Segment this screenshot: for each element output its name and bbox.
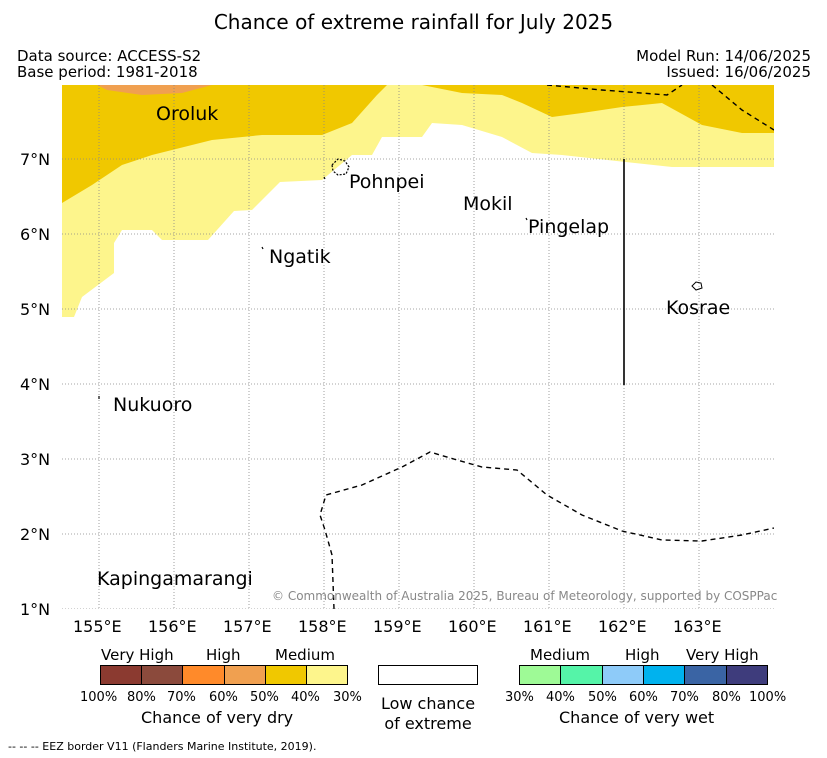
dry-percent: 50% [250,690,279,705]
dry-swatch [306,665,348,685]
dry-percent: 30% [333,690,362,705]
wet-percent: 100% [749,690,787,705]
dry-swatch [100,665,142,685]
data-source: Data source: ACCESS-S2 [17,47,202,65]
dry-percent: 100% [80,690,118,705]
dry-swatch [265,665,307,685]
high-dry-region [97,85,212,95]
grid-lines [62,85,774,609]
eez-border [319,85,774,609]
dry-percent: 80% [127,690,156,705]
ngatik-island [261,246,264,250]
low-chance-label-2: of extreme [384,714,472,733]
lon-tick: 163°E [673,617,722,636]
label-ngatik: Ngatik [269,246,331,268]
low-chance-swatch [378,665,478,685]
wet-percent: 60% [629,690,658,705]
dry-category-very-high: Very High [101,646,174,664]
rainfall-map [62,85,774,609]
wet-swatch [726,665,768,685]
lat-tick: 1°N [20,600,51,619]
dry-percent: 70% [167,690,196,705]
label-kapingamarangi: Kapingamarangi [97,568,253,590]
lat-tick: 3°N [20,450,51,469]
label-mokil: Mokil [463,193,513,215]
pingelap-island [525,217,528,221]
lon-tick: 162°E [598,617,647,636]
dry-swatch [141,665,183,685]
lon-tick: 156°E [148,617,197,636]
label-pingelap: Pingelap [528,216,610,238]
base-period: Base period: 1981-2018 [17,63,198,81]
wet-swatch [684,665,727,685]
wet-percent: 30% [505,690,534,705]
wet-legend-title: Chance of very wet [559,708,715,727]
label-oroluk: Oroluk [156,103,219,125]
lat-tick: 2°N [20,525,51,544]
lon-tick: 160°E [448,617,497,636]
dry-percent: 60% [209,690,238,705]
model-run: Model Run: 14/06/2025 [636,47,811,65]
chart-title: Chance of extreme rainfall for July 2025 [213,10,614,34]
lon-tick: 155°E [73,617,122,636]
label-nukuoro: Nukuoro [113,394,193,416]
kosrae-island [691,281,703,291]
dry-percent: 40% [291,690,320,705]
label-kosrae: Kosrae [666,297,731,319]
lat-tick: 4°N [20,375,51,394]
wet-percent: 80% [712,690,741,705]
low-chance-label-1: Low chance [380,694,476,713]
wet-swatch [602,665,644,685]
lon-tick: 157°E [223,617,272,636]
wet-category-high: High [625,646,660,664]
wet-percent: 50% [588,690,617,705]
dry-swatch [182,665,225,685]
medium-dry-region [62,85,774,203]
lon-tick: 161°E [523,617,572,636]
lon-tick: 158°E [298,617,347,636]
wet-swatch [560,665,603,685]
lat-tick: 7°N [20,150,51,169]
dry-legend-title: Chance of very dry [141,708,294,727]
dry-swatch [224,665,266,685]
wet-swatch [643,665,685,685]
oroluk-mark [323,176,326,180]
lon-tick: 159°E [373,617,422,636]
wet-swatch [519,665,561,685]
label-pohnpei: Pohnpei [349,171,425,193]
dry-category-medium: Medium [275,646,335,664]
wet-category-very-high: Very High [686,646,759,664]
medium-dry-light-region [62,85,774,317]
dry-category-high: High [206,646,241,664]
wet-category-medium: Medium [530,646,590,664]
copyright-notice: © Commonwealth of Australia 2025, Bureau… [272,589,778,603]
lat-tick: 6°N [20,225,51,244]
pohnpei-island [331,158,350,176]
wet-percent: 40% [546,690,575,705]
eez-footnote: -- -- -- EEZ border V11 (Flanders Marine… [8,740,317,753]
lat-tick: 5°N [20,300,51,319]
issued-date: Issued: 16/06/2025 [666,63,811,81]
wet-percent: 70% [670,690,699,705]
